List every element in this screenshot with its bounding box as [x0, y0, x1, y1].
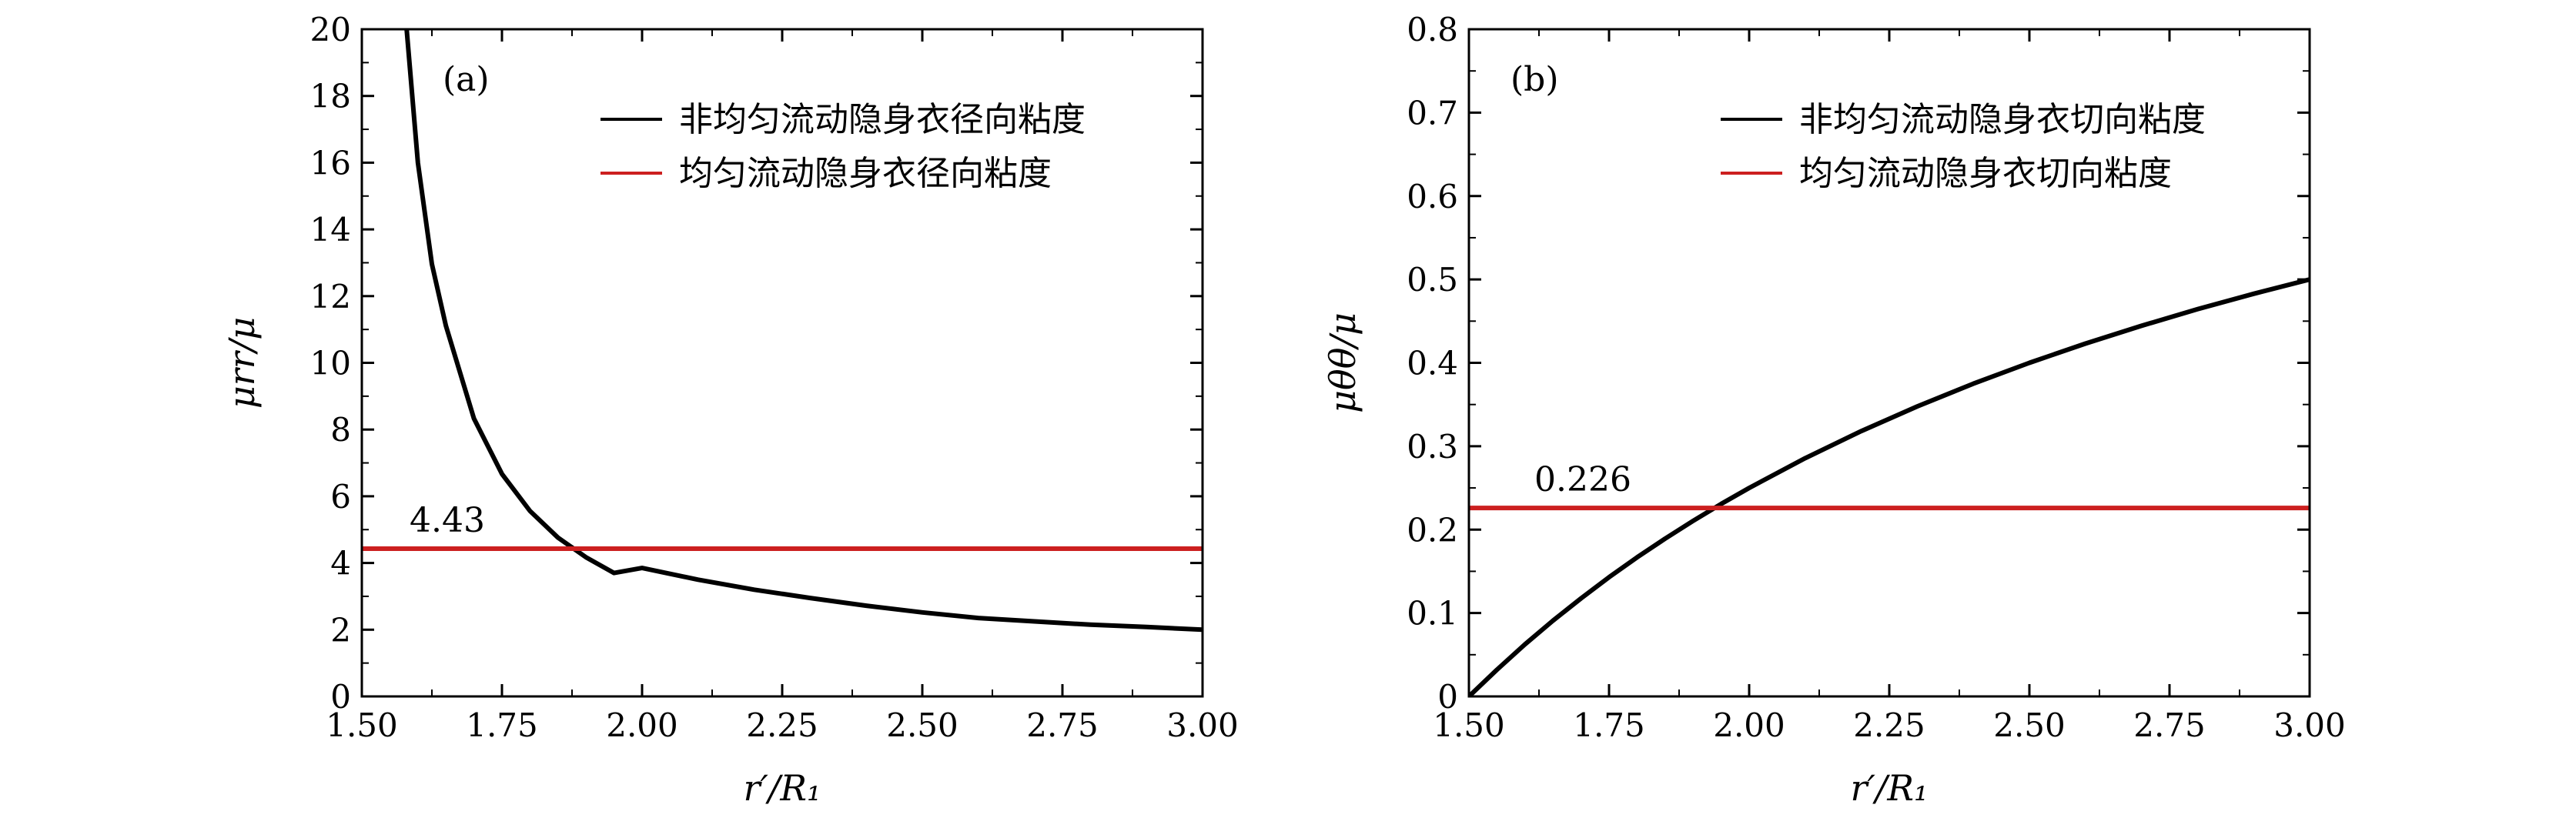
legend-label: 非均匀流动隐身衣径向粘度 [679, 100, 1086, 139]
y-tick-label: 0.5 [1407, 261, 1458, 299]
y-tick-label: 0.8 [1407, 11, 1458, 48]
y-tick-label: 14 [310, 211, 351, 249]
x-tick-label: 2.75 [2133, 706, 2206, 744]
chart-panel-a: 1.50 1.75 2.00 2.25 2.50 2.75 3.00 0 2 4 6 8 10 12 14 1… [221, 11, 1239, 809]
legend-label: 均匀流动隐身衣切向粘度 [1799, 154, 2172, 193]
y-tick-label: 0.1 [1407, 595, 1458, 633]
y-axis-label: μrr/μ [221, 317, 263, 409]
x-tick-label: 2.50 [1993, 706, 2066, 744]
x-tick-label: 1.75 [1573, 706, 1645, 744]
y-tick-label: 2 [330, 611, 351, 649]
y-axis-label: μθθ/μ [1322, 312, 1363, 413]
x-tick-label: 2.25 [746, 706, 818, 744]
series-line-nonuniform [404, 29, 1203, 633]
x-axis-label: r′/R₁ [1850, 767, 1928, 809]
y-tick-label: 10 [310, 345, 351, 382]
y-tick-label: 12 [310, 278, 351, 316]
x-tick-label: 1.75 [466, 706, 538, 744]
y-tick-label: 0.6 [1407, 178, 1458, 215]
x-tick-label: 2.25 [1853, 706, 1925, 744]
y-tick-label: 0.4 [1407, 345, 1458, 382]
x-tick-label: 2.00 [1713, 706, 1785, 744]
panel-label: (a) [443, 60, 490, 99]
y-tick-label: 0 [330, 678, 351, 716]
legend-label: 均匀流动隐身衣径向粘度 [679, 154, 1052, 193]
series-line-nonuniform [1469, 277, 2310, 696]
value-annotation: 0.226 [1534, 460, 1631, 499]
x-tick-label: 3.00 [2273, 706, 2346, 744]
panel-label: (b) [1510, 60, 1559, 99]
x-tick-label: 3.00 [1166, 706, 1239, 744]
y-tick-label: 0 [1437, 678, 1458, 716]
x-tick-label: 1.50 [1433, 706, 1505, 744]
y-tick-label: 18 [310, 78, 351, 115]
x-tick-label: 2.50 [886, 706, 958, 744]
chart-panel-b: 1.50 1.75 2.00 2.25 2.50 2.75 3.00 0 0.1 0.2 0.3 0.… [1322, 11, 2346, 809]
legend-label: 非均匀流动隐身衣切向粘度 [1799, 100, 2206, 139]
x-tick-label: 2.75 [1026, 706, 1099, 744]
y-tick-label: 20 [310, 11, 351, 48]
value-annotation: 4.43 [410, 501, 485, 540]
y-tick-label: 0.7 [1407, 94, 1458, 132]
y-tick-label: 8 [330, 411, 351, 449]
y-tick-label: 0.2 [1407, 511, 1458, 549]
y-tick-label: 4 [330, 545, 351, 583]
x-tick-label: 2.00 [606, 706, 678, 744]
y-tick-label: 16 [310, 144, 351, 182]
x-axis-label: r′/R₁ [743, 767, 821, 809]
y-tick-label: 6 [330, 478, 351, 516]
y-tick-label: 0.3 [1407, 428, 1458, 466]
x-tick-label: 1.50 [326, 706, 398, 744]
